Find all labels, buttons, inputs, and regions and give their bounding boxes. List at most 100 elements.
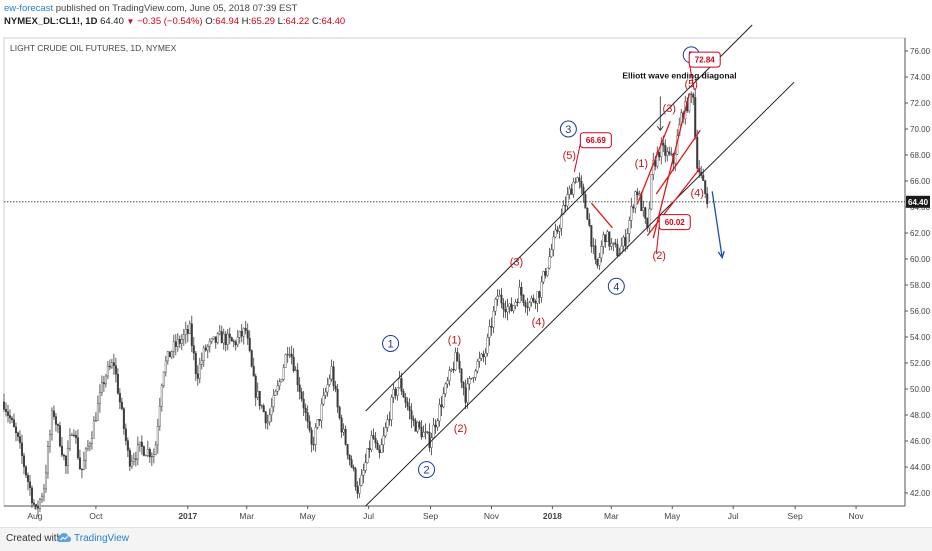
- candle-body: [658, 152, 661, 158]
- candle-body: [702, 175, 705, 181]
- candle-body: [614, 242, 617, 245]
- candle-body: [84, 448, 87, 461]
- candle-body: [200, 360, 203, 365]
- price-tick-label: 58.00: [910, 281, 931, 290]
- candle-body: [530, 297, 533, 303]
- last-price-tag-label: 64.40: [908, 198, 929, 207]
- high-value: 65.29: [251, 16, 275, 27]
- annotation-pointer-head: [656, 126, 664, 131]
- candle-body: [138, 441, 141, 446]
- candle-body: [476, 361, 479, 372]
- time-tick-label: Sep: [788, 511, 803, 521]
- candle-body: [500, 294, 503, 304]
- candle-body: [426, 431, 429, 433]
- candle-body: [262, 405, 265, 412]
- candle-body: [390, 397, 393, 420]
- candle-body: [414, 420, 417, 432]
- callout-box: [658, 214, 691, 231]
- price-tick-label: 76.00: [910, 47, 931, 56]
- author-link[interactable]: ew-forecast: [4, 3, 54, 14]
- callout-pointer: [655, 225, 660, 254]
- candle-body: [108, 365, 111, 368]
- candle-body: [318, 419, 321, 421]
- candle-body: [560, 214, 563, 229]
- publish-text: published on TradingView.com, June 05, 2…: [55, 3, 298, 14]
- candle-body: [494, 298, 497, 312]
- last-price-tag-box: [906, 195, 930, 208]
- price-tick-label: 56.00: [910, 307, 931, 316]
- candle-body: [380, 444, 383, 454]
- candle-body: [454, 352, 457, 371]
- candle-body: [24, 466, 27, 476]
- candle-body: [14, 426, 17, 433]
- candle-body: [674, 153, 677, 164]
- candle-body: [590, 225, 593, 247]
- candle-body: [596, 258, 599, 266]
- candle-body: [364, 462, 367, 471]
- symbol-label[interactable]: NYMEX_DL:CL1!, 1D: [4, 16, 98, 27]
- candle-body: [588, 219, 591, 226]
- candle-body: [256, 391, 259, 398]
- price-chart[interactable]: LIGHT CRUDE OIL FUTURES, 1D, NYMEX 42.00…: [0, 0, 932, 527]
- candle-body: [526, 306, 529, 308]
- candle-body: [102, 382, 105, 385]
- candle-body: [628, 220, 631, 234]
- candle-body: [536, 291, 539, 304]
- wave-label: (3): [510, 257, 523, 269]
- candle-body: [208, 341, 211, 347]
- candle-body: [568, 188, 571, 195]
- candle-body: [502, 302, 505, 310]
- candle-body: [238, 331, 241, 338]
- candle-body: [122, 408, 125, 429]
- candle-body: [140, 441, 143, 447]
- plot-frame: [3, 37, 906, 507]
- candle-body: [408, 406, 411, 411]
- candle-body: [528, 302, 531, 308]
- candle-body: [100, 382, 103, 393]
- candle-body: [670, 153, 673, 155]
- candle-body: [36, 506, 39, 509]
- candle-body: [334, 385, 337, 390]
- candle-body: [638, 193, 641, 196]
- candle-body: [398, 378, 401, 388]
- candle-body: [188, 323, 191, 334]
- candle-body: [404, 396, 407, 403]
- candle-body: [508, 303, 511, 307]
- candle-body: [94, 420, 97, 422]
- candle-body: [448, 370, 451, 381]
- candle-body: [418, 422, 421, 428]
- created-with-text: Created with: [6, 533, 63, 544]
- candle-body: [308, 421, 311, 431]
- candle-body: [162, 371, 165, 386]
- wave-labels: 12345(1)(2)(3)(4)(5)(1)(2)(3)(4)(5): [382, 46, 704, 479]
- candle-body: [598, 257, 601, 266]
- wave-label: (3): [663, 103, 676, 115]
- candle-body: [382, 435, 385, 445]
- candle-body: [532, 297, 535, 302]
- candle-body: [224, 333, 227, 346]
- time-tick-label: Oct: [89, 511, 103, 521]
- price-tick-label: 60.00: [910, 255, 931, 264]
- price-tick-label: 68.00: [910, 151, 931, 160]
- candle-body: [222, 333, 225, 344]
- candle-body: [542, 271, 545, 283]
- candle-body: [412, 418, 415, 421]
- price-tick-label: 62.00: [910, 229, 931, 238]
- candle-body: [44, 472, 47, 490]
- candle-body: [420, 426, 423, 438]
- candle-body: [600, 246, 603, 258]
- candle-body: [584, 194, 587, 209]
- low-value: 64.22: [285, 16, 310, 27]
- annotations: Elliott wave ending diagonal: [622, 70, 737, 131]
- candle-body: [378, 449, 381, 454]
- candle-body: [498, 294, 501, 297]
- wave-circle: [418, 461, 436, 479]
- tradingview-brand[interactable]: TradingView: [74, 533, 130, 544]
- callout-pointer: [688, 63, 695, 91]
- candle-body: [704, 180, 707, 194]
- candle-body: [564, 205, 567, 207]
- candle-body: [306, 412, 309, 422]
- candle-body: [546, 267, 549, 276]
- candle-body: [240, 331, 243, 337]
- candle-body: [586, 208, 589, 220]
